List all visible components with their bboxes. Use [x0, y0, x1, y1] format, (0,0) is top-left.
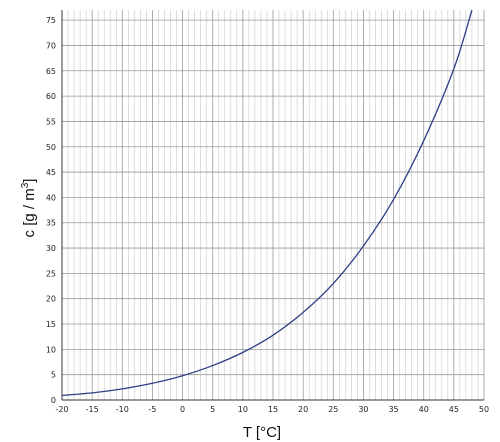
y-axis-title-close: ] — [21, 179, 38, 183]
y-tick-label: 5 — [51, 371, 56, 380]
major-grid — [61, 10, 485, 401]
axes — [61, 10, 484, 401]
y-axis-title: c [g / m3] — [20, 179, 38, 238]
y-tick-label: 55 — [46, 117, 56, 126]
x-tick-label: 40 — [419, 405, 429, 414]
y-tick-label: 65 — [46, 67, 56, 76]
y-axis-title-sup: 3 — [20, 182, 31, 188]
x-tick-label: -10 — [116, 405, 129, 414]
y-tick-label: 0 — [51, 396, 56, 405]
x-tick-label: -20 — [55, 405, 68, 414]
y-tick-label: 10 — [46, 345, 56, 354]
y-tick-label: 25 — [46, 269, 56, 278]
y-tick-label: 35 — [46, 219, 56, 228]
minor-grid — [67, 10, 479, 400]
y-tick-labels: 0 5 10 15 20 25 30 35 40 45 50 55 60 65 70 75 — [46, 16, 56, 405]
y-tick-label: 75 — [46, 16, 56, 25]
series-line — [61, 9, 473, 397]
x-tick-labels: -20 -15 -10 -5 0 5 10 15 20 25 30 35 40 45 50 — [55, 405, 489, 414]
x-tick-label: 35 — [388, 405, 398, 414]
x-tick-label: 5 — [210, 405, 215, 414]
y-tick-label: 20 — [46, 295, 56, 304]
x-tick-label: 45 — [449, 405, 459, 414]
y-tick-label: 30 — [46, 244, 56, 253]
y-tick-label: 70 — [46, 41, 56, 50]
y-tick-label: 15 — [46, 320, 56, 329]
x-tick-label: 0 — [180, 405, 185, 414]
x-tick-label: 20 — [298, 405, 308, 414]
x-tick-label: 50 — [479, 405, 489, 414]
x-tick-label: 15 — [268, 405, 278, 414]
x-tick-label: -5 — [148, 405, 156, 414]
y-tick-label: 40 — [46, 193, 56, 202]
x-tick-label: -15 — [86, 405, 99, 414]
y-tick-label: 45 — [46, 168, 56, 177]
x-tick-label: 25 — [328, 405, 338, 414]
x-axis-title: T [°C] — [243, 424, 281, 441]
y-tick-label: 50 — [46, 143, 56, 152]
y-tick-label: 60 — [46, 92, 56, 101]
y-axis-title-base: c [g / m — [21, 188, 38, 237]
x-tick-label: 30 — [358, 405, 368, 414]
x-tick-label: 10 — [238, 405, 248, 414]
